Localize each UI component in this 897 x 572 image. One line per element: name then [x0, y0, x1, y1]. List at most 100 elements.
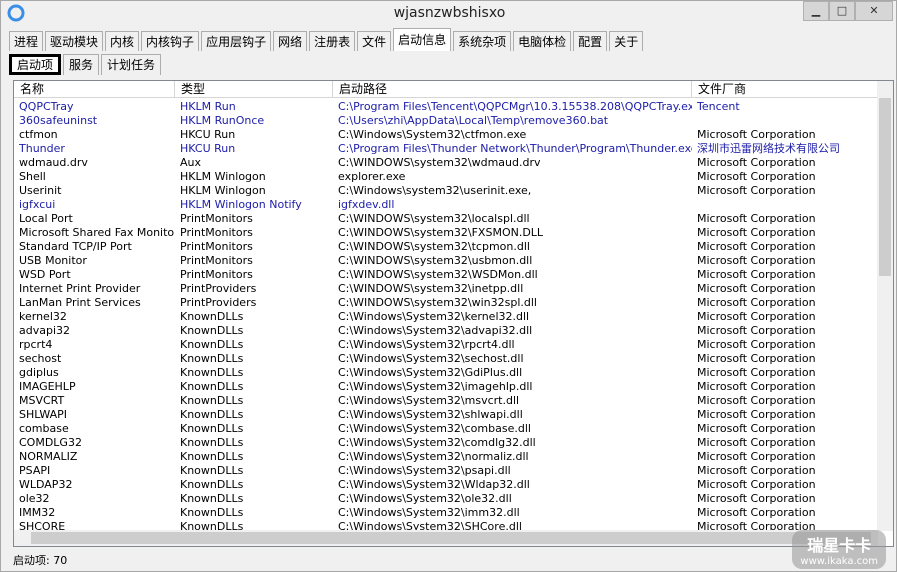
column-header[interactable]: 文件厂商 — [692, 81, 878, 98]
cell-type: PrintMonitors — [180, 254, 253, 267]
cell-type: KnownDLLs — [180, 366, 244, 379]
cell-type: PrintProviders — [180, 296, 257, 309]
cell-path: C:\Windows\System32\combase.dll — [338, 422, 531, 435]
tab[interactable]: 配置 — [573, 31, 608, 51]
tab[interactable]: 文件 — [357, 31, 392, 51]
cell-path: igfxdev.dll — [338, 198, 395, 211]
cell-path: C:\Windows\System32\imm32.dll — [338, 506, 520, 519]
cell-path: C:\Windows\System32\sechost.dll — [338, 352, 524, 365]
cell-path: C:\Windows\System32\ctfmon.exe — [338, 128, 527, 141]
list-row[interactable]: advapi32 KnownDLLs C:\Windows\System32\adv… — [14, 324, 877, 338]
cell-name: wdmaud.drv — [19, 156, 88, 169]
cell-type: KnownDLLs — [180, 436, 244, 449]
tab[interactable]: 系统杂项 — [453, 31, 512, 51]
cell-vendor: Tencent — [697, 100, 740, 113]
window-title: wjasnzwbshisxo — [393, 5, 506, 21]
column-header[interactable]: 类型 — [175, 81, 333, 98]
horizontal-scrollbar[interactable] — [14, 530, 878, 546]
minimize-button[interactable]: ▁ — [803, 1, 829, 21]
list-row[interactable]: USB Monitor PrintMonitors C:\WINDOWS\syste… — [14, 254, 877, 268]
list-row[interactable]: WLDAP32 KnownDLLs C:\Windows\System32\Wlda… — [14, 478, 877, 492]
list-header: 名称 类型 启动路径 文件厂商 — [14, 81, 878, 98]
list-row[interactable]: rpcrt4 KnownDLLs C:\Windows\System32\rpcrt… — [14, 338, 877, 352]
list-row[interactable]: ole32 KnownDLLs C:\Windows\System32\ole32.… — [14, 492, 877, 506]
list-row[interactable]: IMM32 KnownDLLs C:\Windows\System32\imm32.… — [14, 506, 877, 520]
list-row[interactable]: NORMALIZ KnownDLLs C:\Windows\System32\nor… — [14, 450, 877, 464]
list-row[interactable]: sechost KnownDLLs C:\Windows\System32\sech… — [14, 352, 877, 366]
column-header[interactable]: 启动路径 — [333, 81, 692, 98]
cell-type: PrintMonitors — [180, 240, 253, 253]
cell-vendor: Microsoft Corporation — [697, 520, 816, 530]
cell-path: C:\Windows\System32\normaliz.dll — [338, 450, 529, 463]
cell-type: HKLM Winlogon — [180, 170, 266, 183]
cell-path: C:\Program Files\Tencent\QQPCMgr\10.3.15… — [338, 100, 692, 113]
tab[interactable]: 关于 — [609, 31, 644, 51]
list-row[interactable]: Userinit HKLM Winlogon C:\Windows\system32… — [14, 184, 877, 198]
list-row[interactable]: SHLWAPI KnownDLLs C:\Windows\System32\shlw… — [14, 408, 877, 422]
cell-name: LanMan Print Services — [19, 296, 141, 309]
cell-path: C:\Windows\System32\Wldap32.dll — [338, 478, 530, 491]
list-row[interactable]: Microsoft Shared Fax Monitor PrintMonitor… — [14, 226, 877, 240]
cell-path: C:\Windows\System32\comdlg32.dll — [338, 436, 536, 449]
tab[interactable]: 注册表 — [309, 31, 356, 51]
cell-name: SHLWAPI — [19, 408, 68, 421]
list-row[interactable]: ctfmon HKCU Run C:\Windows\System32\ctfmon… — [14, 128, 877, 142]
tab[interactable]: 应用层钩子 — [201, 31, 272, 51]
list-row[interactable]: kernel32 KnownDLLs C:\Windows\System32\ker… — [14, 310, 877, 324]
list-row[interactable]: combase KnownDLLs C:\Windows\System32\comb… — [14, 422, 877, 436]
subtab[interactable]: 服务 — [63, 54, 100, 75]
list-row[interactable]: Shell HKLM Winlogon explorer.exe Microsoft … — [14, 170, 877, 184]
tab[interactable]: 内核钩子 — [141, 31, 200, 51]
scroll-thumb[interactable] — [879, 98, 891, 276]
list-row[interactable]: PSAPI KnownDLLs C:\Windows\System32\psapi.… — [14, 464, 877, 478]
cell-type: KnownDLLs — [180, 380, 244, 393]
tab[interactable]: 网络 — [273, 31, 308, 51]
list-row[interactable]: LanMan Print Services PrintProviders C:\WI… — [14, 296, 877, 310]
list-row[interactable]: WSD Port PrintMonitors C:\WINDOWS\system32… — [14, 268, 877, 282]
cell-path: C:\Windows\System32\kernel32.dll — [338, 310, 530, 323]
cell-name: Local Port — [19, 212, 73, 225]
cell-type: PrintMonitors — [180, 226, 253, 239]
cell-vendor: Microsoft Corporation — [697, 380, 816, 393]
subtab[interactable]: 计划任务 — [101, 54, 162, 75]
cell-name: Userinit — [19, 184, 62, 197]
list-row[interactable]: gdiplus KnownDLLs C:\Windows\System32\GdiP… — [14, 366, 877, 380]
cell-name: WSD Port — [19, 268, 71, 281]
column-header[interactable]: 名称 — [14, 81, 175, 98]
list-row[interactable]: 360safeuninst HKLM RunOnce C:\Users\zhi\Ap… — [14, 114, 877, 128]
list-row[interactable]: Thunder HKCU Run C:\Program Files\Thunder … — [14, 142, 877, 156]
vertical-scrollbar[interactable] — [877, 81, 893, 531]
list-row[interactable]: QQPCTray HKLM Run C:\Program Files\Tencent… — [14, 100, 877, 114]
list-row[interactable]: IMAGEHLP KnownDLLs C:\Windows\System32\ima… — [14, 380, 877, 394]
maximize-button[interactable]: □ — [829, 1, 855, 21]
list-row[interactable]: Local Port PrintMonitors C:\WINDOWS\system… — [14, 212, 877, 226]
cell-name: kernel32 — [19, 310, 67, 323]
list-row[interactable]: Internet Print Provider PrintProviders C:\… — [14, 282, 877, 296]
list-row[interactable]: igfxcui HKLM Winlogon Notify igfxdev.dll — [14, 198, 877, 212]
list-row[interactable]: Standard TCP/IP Port PrintMonitors C:\WIND… — [14, 240, 877, 254]
close-button[interactable]: ✕ — [855, 1, 893, 21]
tab[interactable]: 驱动模块 — [45, 31, 104, 51]
tab[interactable]: 启动信息 — [393, 28, 452, 51]
tab[interactable]: 内核 — [105, 31, 140, 51]
cell-name: NORMALIZ — [19, 450, 78, 463]
cell-name: IMAGEHLP — [19, 380, 76, 393]
list-row[interactable]: COMDLG32 KnownDLLs C:\Windows\System32\com… — [14, 436, 877, 450]
tab[interactable]: 进程 — [9, 31, 44, 51]
scroll-thumb[interactable] — [31, 532, 871, 544]
cell-vendor: Microsoft Corporation — [697, 464, 816, 477]
cell-vendor: Microsoft Corporation — [697, 324, 816, 337]
cell-type: KnownDLLs — [180, 324, 244, 337]
subtab[interactable]: 启动项 — [9, 54, 62, 75]
cell-path: C:\Program Files\Thunder Network\Thunder… — [338, 142, 692, 155]
cell-path: C:\Windows\System32\rpcrt4.dll — [338, 338, 515, 351]
list-row[interactable]: SHCORE KnownDLLs C:\Windows\System32\SHCor… — [14, 520, 877, 530]
cell-type: KnownDLLs — [180, 520, 244, 530]
cell-vendor: Microsoft Corporation — [697, 240, 816, 253]
cell-type: KnownDLLs — [180, 310, 244, 323]
cell-name: Thunder — [19, 142, 65, 155]
tab[interactable]: 电脑体检 — [513, 31, 572, 51]
list-row[interactable]: MSVCRT KnownDLLs C:\Windows\System32\msvcr… — [14, 394, 877, 408]
cell-name: USB Monitor — [19, 254, 87, 267]
list-row[interactable]: wdmaud.drv Aux C:\WINDOWS\system32\wdmaud.… — [14, 156, 877, 170]
